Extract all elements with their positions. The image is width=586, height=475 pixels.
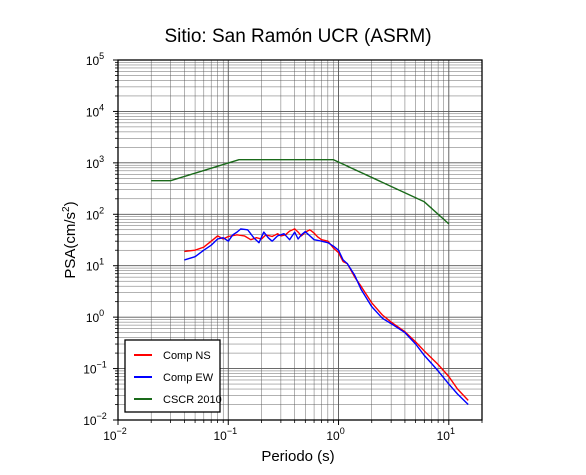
x-tick-label: 10−2: [103, 426, 127, 443]
plot-frame: [117, 59, 483, 421]
y-tick-label: 103: [86, 154, 104, 171]
x-tick-label: 100: [326, 426, 344, 443]
x-axis-label: Periodo (s): [261, 448, 334, 465]
legend-label: Comp EW: [163, 372, 214, 384]
y-tick-label: 101: [86, 257, 104, 274]
y-tick-label: 100: [86, 308, 104, 325]
series-line-comp-ns: [184, 228, 469, 401]
y-tick-label: 10−2: [83, 411, 107, 428]
y-tick-label: 10−1: [83, 360, 107, 377]
x-tick-label: 10−1: [213, 426, 237, 443]
axis-ticks: 10−2 10−1 100 101 10−2 10−1 100 101 102 103 104 105: [83, 51, 483, 443]
grid: [117, 59, 483, 421]
legend-label: Comp NS: [163, 350, 211, 362]
y-tick-label: 105: [86, 51, 104, 68]
series-line-comp-ew: [184, 228, 469, 405]
y-tick-label: 104: [86, 102, 104, 119]
series-lines: [151, 158, 469, 405]
legend: Comp NS Comp EW CSCR 2010: [124, 339, 222, 413]
x-tick-label: 101: [437, 426, 455, 443]
y-axis-label: PSA(cm/s2): [61, 201, 79, 278]
series-line-cscr-2010: [151, 158, 450, 225]
chart-title: Sitio: San Ramón UCR (ASRM): [164, 26, 431, 47]
y-tick-label: 102: [86, 205, 104, 222]
legend-label: CSCR 2010: [163, 394, 222, 406]
